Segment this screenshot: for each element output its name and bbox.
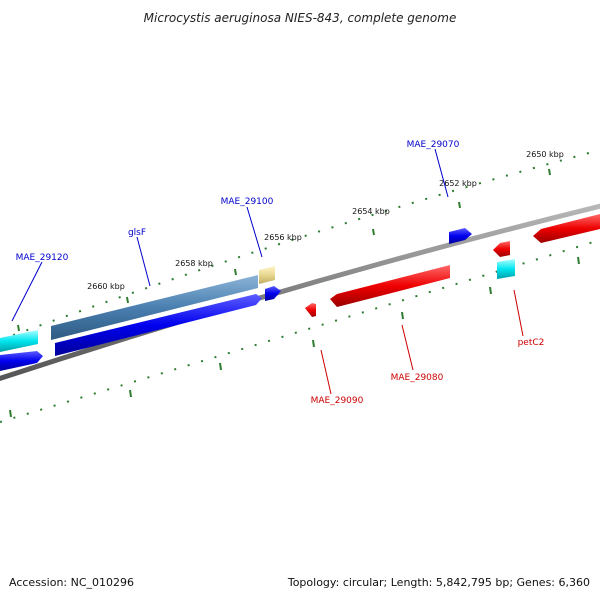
cds-MAE_29120-forward[interactable] xyxy=(0,351,43,371)
cds-MAE_29070-forward[interactable] xyxy=(449,228,472,244)
cds-MAE_29100-forward[interactable] xyxy=(265,286,281,301)
gene-glsF-feature[interactable] xyxy=(51,275,258,340)
gene-label-MAE_29080[interactable]: MAE_29080 xyxy=(391,373,444,383)
label-leaders xyxy=(11,148,524,395)
accession-text: Accession: NC_010296 xyxy=(9,576,134,589)
cds-petC2-reverse[interactable] xyxy=(493,241,510,257)
rna-petC2-feature[interactable] xyxy=(497,259,515,279)
cds-MAE_29080-reverse[interactable] xyxy=(330,265,450,307)
cds-MAE_29090-reverse[interactable] xyxy=(305,303,316,317)
gene-label-MAE_29090[interactable]: MAE_29090 xyxy=(311,396,364,406)
gene-label-MAE_29120[interactable]: MAE_29120 xyxy=(16,253,69,263)
scale-label-2650: 2650 kbp xyxy=(526,150,564,159)
gene-label-MAE_29100[interactable]: MAE_29100 xyxy=(221,197,274,207)
scale-label-2660: 2660 kbp xyxy=(87,282,125,291)
misc-feature-MAE_29100[interactable] xyxy=(259,266,275,284)
scale-label-2652: 2652 kbp xyxy=(439,179,477,188)
genome-summary-text: Topology: circular; Length: 5,842,795 bp… xyxy=(287,576,590,589)
scale-label-2658: 2658 kbp xyxy=(175,259,213,268)
major-ticks xyxy=(9,168,580,418)
gene-label-glsF[interactable]: glsF xyxy=(128,228,146,238)
gene-label-MAE_29070[interactable]: MAE_29070 xyxy=(407,140,460,150)
genome-backbone xyxy=(0,203,600,381)
gene-label-petC2[interactable]: petC2 xyxy=(518,338,545,348)
gene-MAE_29120-feature[interactable] xyxy=(0,330,38,352)
scale-label-2654: 2654 kbp xyxy=(352,207,390,216)
cds-glsF-forward[interactable] xyxy=(55,294,262,356)
scale-label-2656: 2656 kbp xyxy=(264,233,302,242)
cds-MAE_29060-reverse[interactable] xyxy=(533,214,600,243)
map-title: Microcystis aeruginosa NIES-843, complet… xyxy=(144,11,457,25)
